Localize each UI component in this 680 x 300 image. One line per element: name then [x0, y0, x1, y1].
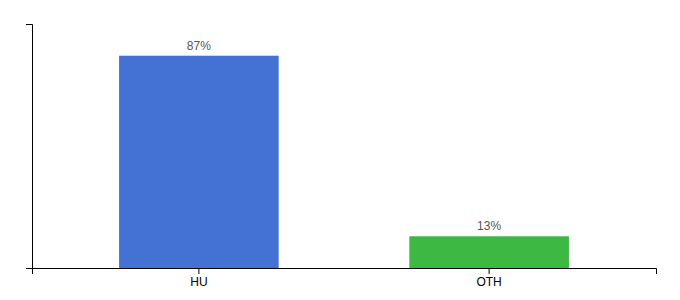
x-tick: OTH	[476, 268, 501, 289]
bars	[119, 56, 569, 268]
y-axis	[26, 25, 33, 269]
data-label: 13%	[477, 219, 501, 233]
bar	[409, 236, 569, 268]
x-tick-line	[489, 268, 490, 274]
data-labels: 87% 13%	[187, 39, 502, 234]
data-label: 87%	[187, 39, 211, 53]
plot-area: HU OTH 87% 13%	[26, 25, 657, 289]
bar	[119, 56, 279, 268]
chart-container: HU OTH 87% 13%	[0, 0, 680, 300]
x-tick-line	[198, 268, 199, 274]
x-axis: HU OTH	[33, 268, 657, 289]
x-tick: HU	[190, 268, 207, 289]
x-tick-label: OTH	[476, 275, 501, 289]
x-axis-line	[33, 269, 657, 275]
y-axis-line	[26, 25, 33, 269]
chart-svg: HU OTH 87% 13%	[0, 0, 680, 300]
x-tick-label: HU	[190, 275, 207, 289]
